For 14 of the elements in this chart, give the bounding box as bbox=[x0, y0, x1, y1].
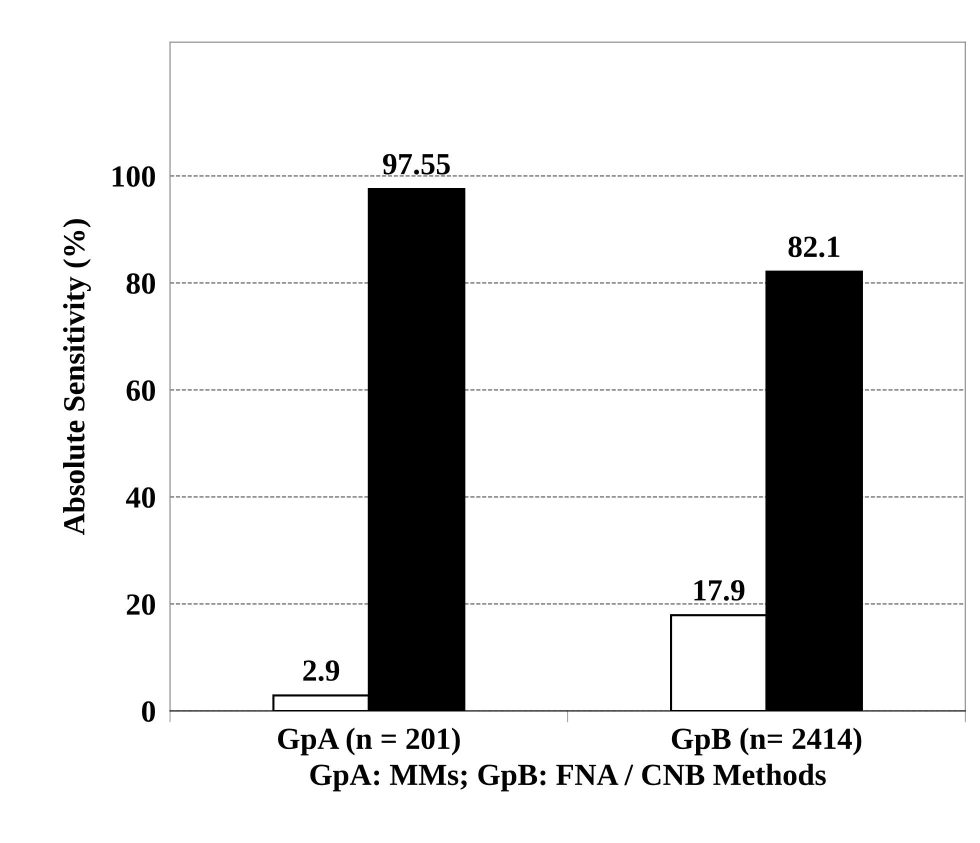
y-tick-label: 100 bbox=[112, 166, 155, 187]
y-tick-label: 80 bbox=[126, 273, 155, 294]
data-label: 82.1 bbox=[788, 236, 840, 258]
y-tick-label: 60 bbox=[126, 380, 155, 401]
data-label: 97.55 bbox=[383, 154, 450, 175]
y-tick-label: 40 bbox=[126, 487, 155, 508]
x-axis-title: GpA: MMs; GpB: FNA / CNB Methods bbox=[310, 764, 826, 792]
data-label: 2.9 bbox=[303, 660, 340, 682]
y-tick-label: 0 bbox=[142, 701, 155, 722]
data-label: 17.9 bbox=[694, 580, 744, 601]
x-tick-label: GpB (n= 2414) bbox=[672, 728, 862, 756]
y-tick-label: 20 bbox=[126, 594, 155, 615]
x-tick-label: GpA (n = 201) bbox=[278, 728, 460, 756]
y-axis-title: Absolute Sensitivity (%) bbox=[63, 219, 91, 535]
